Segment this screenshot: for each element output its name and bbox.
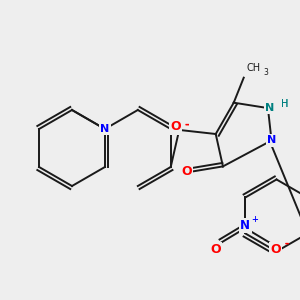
Text: N: N [267,136,276,146]
Text: CH: CH [247,63,261,73]
Text: O: O [210,243,221,256]
Text: N: N [240,219,250,232]
Text: -: - [284,238,289,248]
Text: 3: 3 [264,68,268,77]
Text: O: O [182,165,192,178]
Text: O: O [170,121,181,134]
Text: -: - [284,238,289,248]
Text: -: - [184,120,189,130]
Text: H: H [281,99,289,109]
Text: O: O [270,243,281,256]
Text: N: N [265,103,274,113]
Text: -: - [184,120,189,130]
Text: +: + [251,215,258,224]
Text: N: N [265,103,274,113]
Text: +: + [251,215,258,224]
Text: N: N [100,124,110,134]
Text: O: O [170,121,181,134]
Text: N: N [100,124,110,134]
Text: H: H [281,99,289,109]
Text: O: O [210,243,221,256]
Text: O: O [182,165,192,178]
Text: O: O [270,243,281,256]
Text: N: N [267,136,276,146]
Text: N: N [240,219,250,232]
